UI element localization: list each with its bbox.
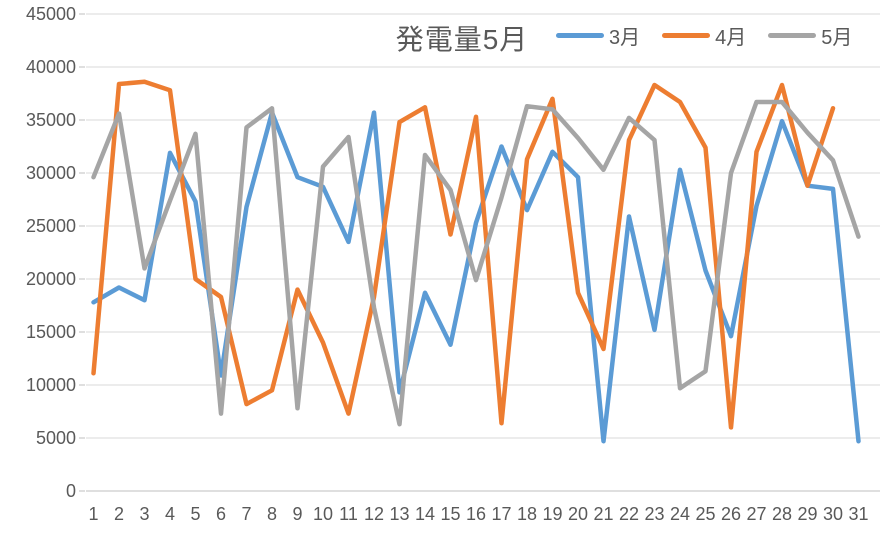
x-axis-label: 12 — [364, 504, 384, 524]
y-axis-label: 35000 — [26, 110, 76, 130]
y-axis-label: 5000 — [36, 428, 76, 448]
x-axis-label: 22 — [619, 504, 639, 524]
x-axis-label: 16 — [466, 504, 486, 524]
x-axis-label: 25 — [695, 504, 715, 524]
x-axis-label: 3 — [139, 504, 149, 524]
x-axis-label: 18 — [517, 504, 537, 524]
series-line-3月[interactable] — [91, 110, 861, 444]
x-axis-label: 4 — [165, 504, 175, 524]
x-axis-label: 10 — [313, 504, 333, 524]
legend-item-april[interactable]: 4月 — [662, 21, 746, 50]
x-axis-labels: 1 2 3 4 5 6 7 8 9 10 11 12 13 14 15 16 17 18 19 20 21 22 23 24 2… — [88, 504, 868, 524]
series-lines — [91, 79, 861, 444]
x-axis-label: 20 — [568, 504, 588, 524]
legend-swatch-march-icon — [556, 33, 604, 38]
legend-label-may: 5月 — [821, 27, 853, 49]
x-axis-label: 15 — [440, 504, 460, 524]
x-axis-label: 23 — [644, 504, 664, 524]
y-axis-label: 40000 — [26, 57, 76, 77]
legend: 3月 4月 5月 — [556, 21, 874, 50]
x-axis-label: 11 — [339, 504, 358, 524]
legend-item-may[interactable]: 5月 — [768, 21, 852, 50]
legend-swatch-april-icon — [662, 33, 711, 38]
x-axis-label: 9 — [292, 504, 302, 524]
x-axis-label: 21 — [593, 504, 613, 524]
x-axis-label: 6 — [216, 504, 226, 524]
x-axis-label: 19 — [542, 504, 562, 524]
chart-title[interactable]: 発電量5月 — [395, 24, 529, 55]
x-axis-label: 13 — [389, 504, 409, 524]
y-axis-label: 20000 — [26, 269, 76, 289]
y-axis-label: 15000 — [26, 322, 76, 342]
x-axis-label: 1 — [88, 504, 98, 524]
x-axis-label: 7 — [241, 504, 251, 524]
x-axis-label: 27 — [746, 504, 766, 524]
legend-swatch-may-icon — [768, 33, 817, 38]
legend-label-april: 4月 — [715, 27, 747, 49]
x-axis-label: 29 — [797, 504, 817, 524]
series-line-5月[interactable] — [91, 99, 861, 427]
x-axis-label: 26 — [721, 504, 741, 524]
y-axis-label: 0 — [66, 481, 76, 501]
x-axis-label: 30 — [823, 504, 843, 524]
legend-label-march: 3月 — [609, 27, 641, 49]
x-axis-label: 28 — [772, 504, 792, 524]
series-line-4月[interactable] — [91, 79, 836, 430]
x-axis-label: 2 — [114, 504, 124, 524]
x-axis-label: 14 — [415, 504, 435, 524]
x-axis-label: 24 — [670, 504, 690, 524]
y-axis-label: 10000 — [26, 375, 76, 395]
y-axis-label: 30000 — [26, 163, 76, 183]
x-axis-label: 5 — [190, 504, 200, 524]
y-axis-label: 45000 — [26, 4, 76, 24]
y-axis-ticks — [79, 13, 85, 492]
y-axis-labels: 0 5000 10000 15000 20000 25000 30000 35000 40000… — [26, 4, 76, 501]
x-axis-label: 31 — [848, 504, 868, 524]
x-axis-label: 8 — [267, 504, 277, 524]
legend-item-march[interactable]: 3月 — [556, 21, 640, 50]
y-axis-label: 25000 — [26, 216, 76, 236]
x-axis-label: 17 — [491, 504, 511, 524]
